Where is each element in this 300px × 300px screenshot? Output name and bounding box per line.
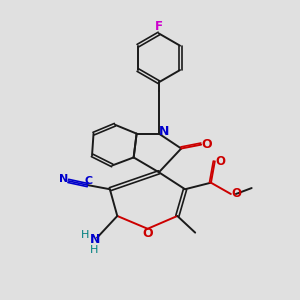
Text: O: O bbox=[201, 138, 212, 151]
Text: O: O bbox=[142, 227, 153, 240]
Text: H: H bbox=[80, 230, 89, 240]
Text: N: N bbox=[159, 125, 169, 138]
Text: N: N bbox=[89, 233, 100, 246]
Text: C: C bbox=[84, 176, 92, 186]
Text: N: N bbox=[59, 173, 68, 184]
Text: O: O bbox=[215, 155, 225, 168]
Text: F: F bbox=[155, 20, 163, 33]
Text: O: O bbox=[231, 188, 241, 200]
Text: H: H bbox=[90, 245, 98, 255]
